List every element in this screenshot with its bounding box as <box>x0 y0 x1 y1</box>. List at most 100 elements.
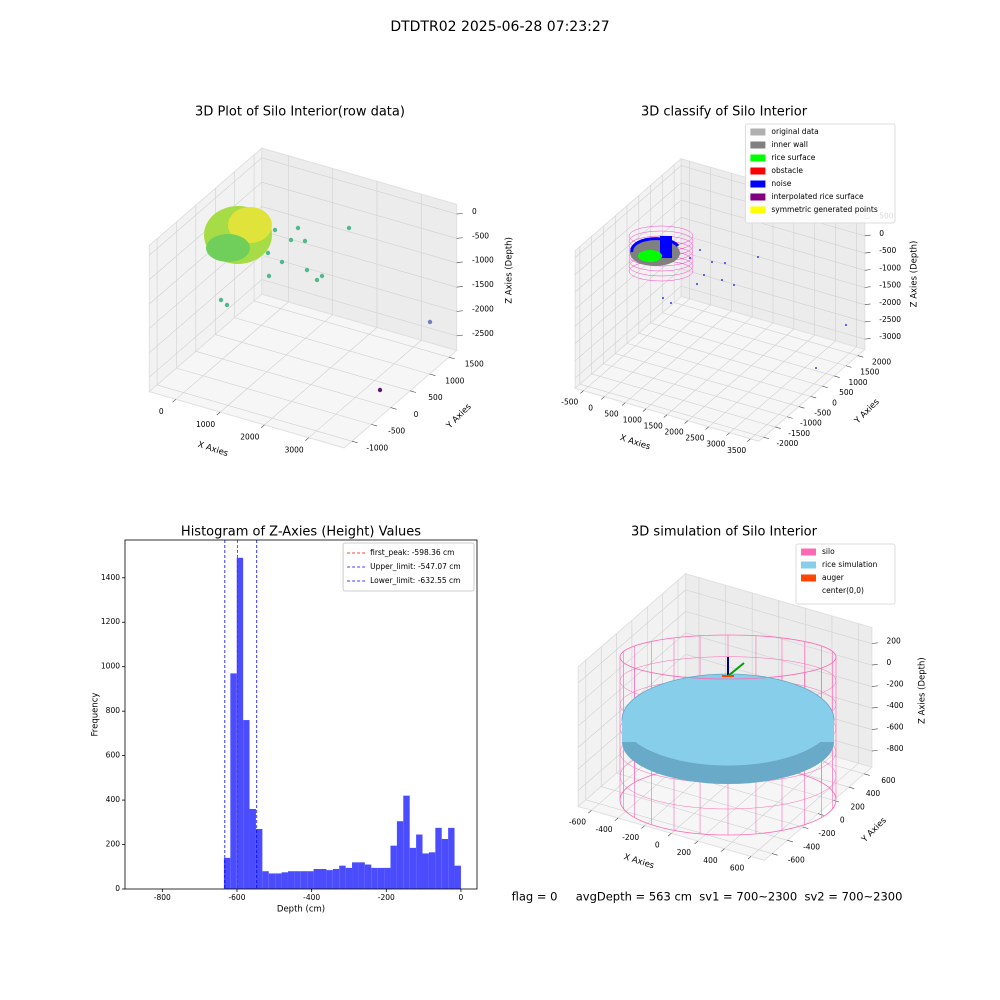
tick-mark <box>864 286 871 288</box>
point <box>427 319 433 325</box>
point-cloud <box>660 236 672 258</box>
tick-mark <box>694 840 699 845</box>
z-tick-label: -2000 <box>472 304 494 313</box>
z-tick-label: -800 <box>887 744 904 753</box>
point <box>721 279 723 281</box>
point <box>733 284 735 286</box>
tick-mark <box>684 420 689 424</box>
point <box>689 257 691 259</box>
legend-box <box>744 123 896 224</box>
y-tick-label: 1500 <box>860 368 879 377</box>
grid-line <box>261 181 457 239</box>
point <box>295 225 301 231</box>
x-tick-label: 0 <box>459 893 464 902</box>
grid-line <box>625 310 732 403</box>
legend-swatch <box>750 193 766 201</box>
bar <box>377 867 385 889</box>
y-tick-label: 400 <box>106 795 121 804</box>
bar <box>358 862 365 889</box>
legend-label: auger <box>822 573 845 582</box>
tick-mark <box>172 399 177 403</box>
grid-line <box>575 285 682 379</box>
point <box>314 277 320 283</box>
grid-line <box>681 234 865 288</box>
point <box>224 302 230 308</box>
legend-box <box>342 542 475 592</box>
bar <box>294 871 301 889</box>
tick-mark <box>864 773 870 776</box>
point <box>696 283 698 285</box>
grid-line <box>149 157 263 256</box>
bar <box>345 867 353 889</box>
pane <box>148 293 458 449</box>
x-tick-label: 3500 <box>727 446 746 455</box>
z-tick-label: -400 <box>887 701 904 710</box>
x-tick-label: 1500 <box>644 422 663 431</box>
point <box>662 297 664 299</box>
point <box>670 302 672 304</box>
legend-swatch <box>801 587 816 595</box>
tick-mark <box>871 642 878 644</box>
legend-label: interpolated rice surface <box>771 192 864 201</box>
tick-mark <box>721 848 725 852</box>
y-tick-label: 1000 <box>445 376 464 385</box>
y-tick-label: -1000 <box>800 419 822 428</box>
legend: original data inner wall rice surface obsta… <box>744 123 896 224</box>
x-tick-label: -200 <box>622 833 639 842</box>
legend-label: center(0,0) <box>822 586 864 595</box>
tick-mark <box>763 436 770 440</box>
grid-line <box>583 298 690 391</box>
x-tick-label: 3000 <box>285 445 304 454</box>
tick-mark <box>456 237 463 239</box>
grid-line <box>638 332 823 387</box>
bar <box>268 873 276 889</box>
grid-line <box>650 322 835 377</box>
z-tick-label: -600 <box>887 723 904 732</box>
bar <box>281 872 288 889</box>
grid-line <box>662 312 847 367</box>
grid-line <box>577 611 686 705</box>
bar <box>326 870 333 889</box>
grid-line <box>604 304 711 397</box>
bar <box>223 857 231 889</box>
subplot-title: 3D Plot of Silo Interior(row data) <box>195 105 405 120</box>
z-tick-label: -3000 <box>879 332 901 341</box>
y-tick-label: 200 <box>106 840 121 849</box>
tick-mark <box>456 212 463 215</box>
bar <box>307 871 314 889</box>
grid-line <box>575 182 682 275</box>
y-tick-label: 1000 <box>848 378 867 387</box>
tick-mark <box>588 810 592 814</box>
legend-swatch <box>801 548 816 556</box>
grid-line <box>577 589 686 684</box>
x-tick-label: 0 <box>655 840 660 849</box>
tick-mark <box>871 664 878 666</box>
grid-line <box>674 302 858 356</box>
y-tick-label: 0 <box>115 884 120 893</box>
grid-line <box>685 611 872 666</box>
z-tick-label: -1000 <box>879 263 901 272</box>
legend-label: rice surface <box>771 153 815 162</box>
legend-swatch <box>801 574 816 582</box>
grid-line <box>195 351 391 408</box>
tick-mark <box>871 706 878 709</box>
point <box>377 387 383 393</box>
subplot-title: 3D classify of Silo Interior <box>641 105 808 120</box>
grid-line <box>601 786 788 841</box>
tick-mark <box>848 786 855 789</box>
tick-mark <box>642 408 647 412</box>
tick-mark <box>456 334 463 337</box>
point <box>724 262 726 264</box>
point-cloud <box>228 207 272 243</box>
grid-line <box>261 230 457 288</box>
tick-mark <box>726 432 730 436</box>
grid-line <box>575 268 682 361</box>
x-tick-label: -800 <box>154 893 171 902</box>
x-tick-label: 2000 <box>240 433 259 442</box>
grid-line <box>681 251 865 305</box>
bar <box>339 865 346 889</box>
grid-line <box>234 317 430 375</box>
tick-mark <box>456 310 463 312</box>
tick-mark <box>771 853 778 856</box>
